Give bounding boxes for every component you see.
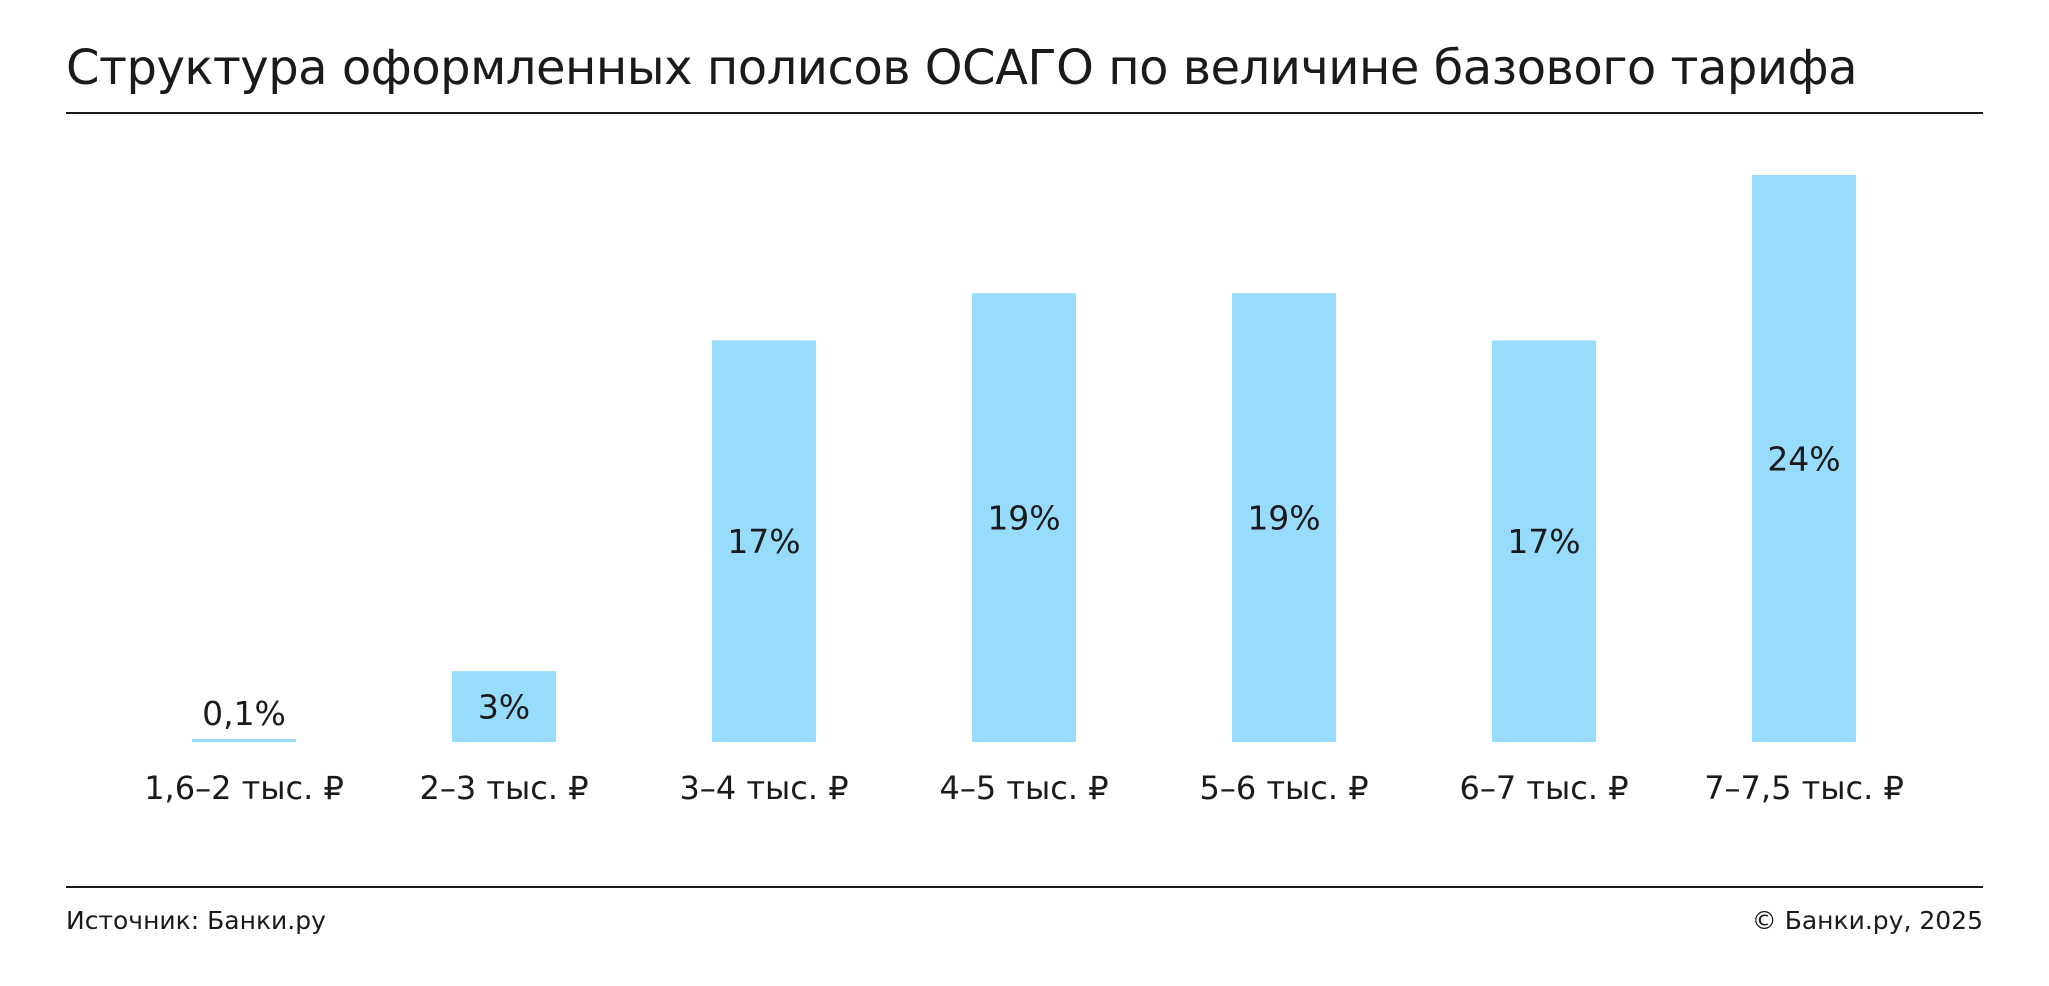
bar-value-label-1: 3% [478,688,530,727]
bar-1 [452,671,556,742]
bar-value-label-0: 0,1% [202,694,286,733]
bar-3 [972,293,1076,742]
category-label-4: 5–6 тыс. ₽ [1199,769,1368,807]
bar-0 [192,739,296,742]
bar-value-label-4: 19% [1247,499,1320,538]
category-label-3: 4–5 тыс. ₽ [939,769,1108,807]
bar-4 [1232,293,1336,742]
source-note: Источник: Банки.ру [66,906,326,935]
bar-5 [1492,340,1596,742]
category-label-6: 7–7,5 тыс. ₽ [1704,769,1904,807]
bar-value-label-3: 19% [987,499,1060,538]
copyright-note: © Банки.ру, 2025 [1751,906,1983,935]
category-label-5: 6–7 тыс. ₽ [1459,769,1628,807]
category-label-0: 1,6–2 тыс. ₽ [144,769,344,807]
footer-divider [66,886,1983,888]
category-label-1: 2–3 тыс. ₽ [419,769,588,807]
chart-title: Структура оформленных полисов ОСАГО по в… [66,40,1858,96]
bar-value-label-6: 24% [1767,440,1840,479]
title-divider [66,112,1983,114]
bar-value-label-2: 17% [727,522,800,561]
bar-2 [712,340,816,742]
bar-value-label-5: 17% [1507,522,1580,561]
category-label-2: 3–4 тыс. ₽ [679,769,848,807]
bar-6 [1752,175,1856,742]
